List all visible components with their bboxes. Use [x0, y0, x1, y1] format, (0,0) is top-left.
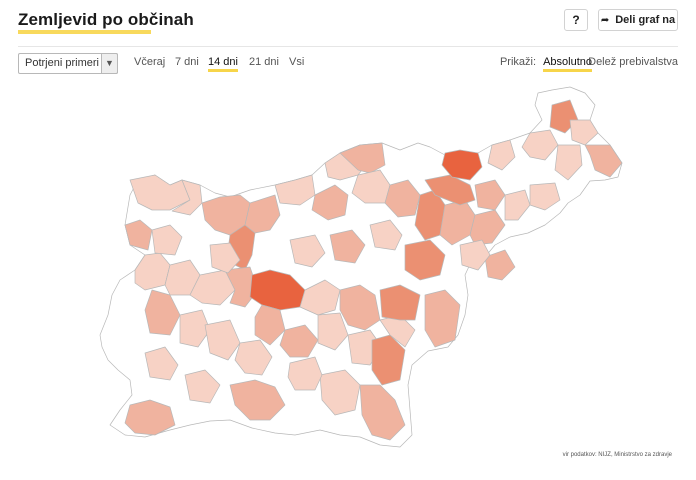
municipality[interactable] [339, 284, 381, 331]
municipality-map [90, 85, 640, 455]
tab-14-days[interactable]: 14 dni [208, 56, 238, 72]
municipality[interactable] [229, 379, 286, 421]
show-label: Prikaži: [499, 56, 536, 68]
municipality[interactable] [254, 304, 286, 346]
municipality[interactable] [484, 249, 516, 281]
municipality[interactable] [441, 149, 483, 181]
chevron-down-icon[interactable]: ▼ [101, 53, 118, 74]
municipality[interactable] [124, 219, 153, 251]
municipality[interactable] [404, 239, 446, 281]
municipality[interactable] [379, 284, 421, 321]
municipality[interactable] [184, 369, 221, 404]
share-button-label: Deli graf na [615, 14, 676, 26]
municipality[interactable] [234, 339, 273, 376]
municipality[interactable] [179, 309, 211, 348]
municipality[interactable] [521, 129, 559, 161]
municipality[interactable] [569, 119, 599, 146]
metric-select[interactable]: Potrjeni primeri [18, 53, 118, 74]
municipality[interactable] [554, 144, 583, 181]
municipality[interactable] [151, 224, 183, 256]
municipality[interactable] [504, 189, 531, 221]
municipality[interactable] [144, 346, 179, 381]
municipality[interactable] [329, 229, 366, 264]
tab-yesterday[interactable]: Včeraj [134, 56, 166, 68]
municipality[interactable] [204, 319, 241, 361]
municipality[interactable] [317, 312, 349, 351]
municipality[interactable] [424, 289, 461, 348]
municipality[interactable] [134, 252, 171, 291]
share-button[interactable]: ➦ Deli graf na [598, 9, 678, 31]
municipality[interactable] [459, 239, 491, 271]
municipality[interactable] [244, 194, 281, 234]
municipality[interactable] [339, 142, 386, 174]
municipality[interactable] [287, 356, 323, 391]
municipality[interactable] [171, 179, 203, 216]
tab-21-days[interactable]: 21 dni [249, 56, 279, 68]
municipality[interactable] [369, 219, 403, 251]
map-svg [99, 86, 623, 448]
help-button[interactable]: ? [564, 9, 588, 31]
municipality[interactable] [209, 242, 241, 274]
municipality[interactable] [487, 139, 516, 171]
page-title: Zemljevid po občinah [18, 10, 194, 29]
share-arrow-icon: ➦ [600, 14, 610, 26]
municipality[interactable] [124, 399, 176, 436]
controls-bar: Potrjeni primeri ▼ Včeraj 7 dni 14 dni 2… [18, 53, 678, 75]
mode-absolute[interactable]: Absolutno [543, 56, 592, 72]
municipality[interactable] [289, 234, 326, 268]
municipality[interactable] [384, 179, 421, 218]
municipality[interactable] [144, 289, 181, 336]
title-underline [18, 30, 151, 34]
municipality[interactable] [311, 184, 349, 221]
header: Zemljevid po občinah ? ➦ Deli graf na [18, 8, 678, 40]
municipality[interactable] [319, 369, 361, 416]
data-source-note: vir podatkov: NIJZ, Ministrstvo za zdrav… [562, 452, 672, 458]
municipality[interactable] [529, 182, 561, 211]
municipality[interactable] [299, 279, 341, 316]
municipality[interactable] [474, 179, 506, 211]
tab-7-days[interactable]: 7 dni [175, 56, 199, 68]
mode-population-share[interactable]: Delež prebivalstva [588, 56, 678, 68]
header-divider [18, 46, 678, 47]
municipality[interactable] [279, 324, 319, 358]
municipality[interactable] [584, 144, 623, 178]
municipality[interactable] [359, 384, 406, 441]
tab-all[interactable]: Vsi [289, 56, 305, 68]
